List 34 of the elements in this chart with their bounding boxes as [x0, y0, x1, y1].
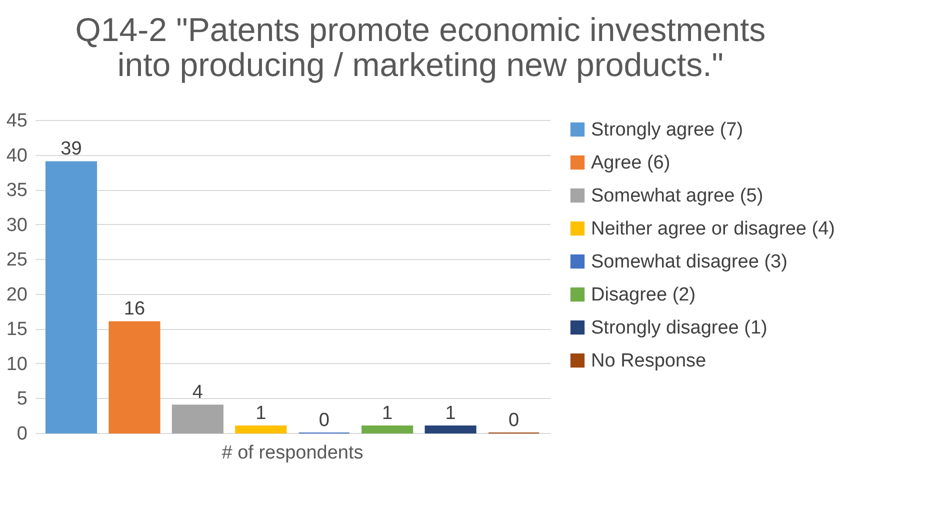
y-tick-label: 30 — [6, 214, 28, 236]
bar — [424, 426, 476, 434]
legend-label: Neither agree or disagree (4) — [591, 218, 835, 240]
y-tick-label: 25 — [6, 250, 28, 271]
legend-label: Somewhat agree (5) — [591, 186, 764, 206]
bar — [235, 426, 287, 434]
y-tick-label: 0 — [16, 424, 28, 444]
chart-title: Q14-2 "Patents promote economic investments into producing / marketing new products." — [75, 11, 766, 83]
legend-label: Agree (6) — [591, 152, 670, 174]
bar — [172, 404, 224, 434]
data-label: 1 — [256, 403, 266, 424]
y-tick-label: 5 — [16, 388, 28, 410]
data-label: 1 — [445, 403, 456, 424]
y-tick-label: 20 — [6, 284, 28, 306]
data-label: 0 — [318, 410, 330, 431]
data-label: 1 — [382, 403, 393, 424]
y-tick-label: 35 — [6, 180, 28, 202]
data-label: 16 — [124, 298, 146, 320]
legend-label: Disagree (2) — [591, 284, 696, 306]
data-label: 39 — [60, 138, 82, 160]
y-tick-label: 15 — [6, 319, 28, 340]
data-label: 0 — [508, 410, 520, 431]
legend-label: No Response — [591, 350, 706, 372]
bar — [362, 426, 414, 434]
x-tick-label: # of respondents — [222, 442, 364, 464]
y-tick-label: 45 — [6, 110, 28, 132]
y-tick-label: 40 — [6, 145, 28, 166]
bar — [108, 321, 160, 434]
data-label: 4 — [192, 382, 204, 404]
legend-label: Somewhat disagree (3) — [591, 252, 788, 272]
bar — [45, 161, 98, 434]
legend-label: Strongly agree (7) — [591, 120, 744, 140]
legend-label: Strongly disagree (1) — [591, 318, 768, 338]
y-tick-label: 10 — [6, 354, 28, 375]
